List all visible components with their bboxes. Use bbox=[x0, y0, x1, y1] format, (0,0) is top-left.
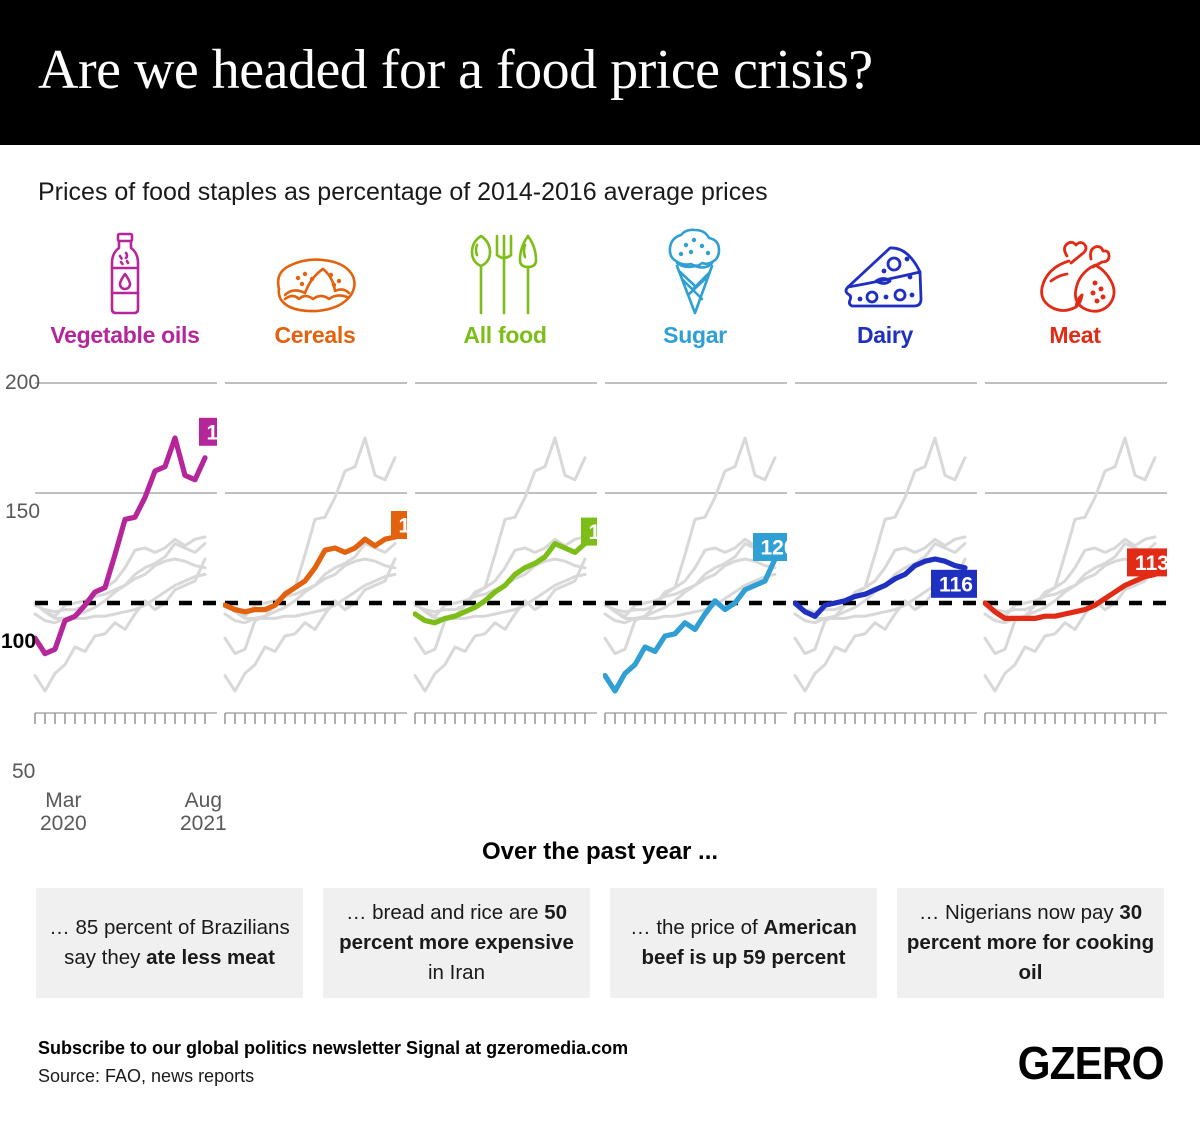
chart-panel-sugar: Sugar 120 bbox=[603, 222, 787, 822]
callout-text: … bread and rice are 50 percent more exp… bbox=[329, 898, 584, 987]
subtitle: Prices of food staples as percentage of … bbox=[38, 178, 768, 206]
plot-area: 116 bbox=[793, 365, 977, 760]
plot-area: 120 bbox=[603, 365, 787, 760]
cutlery-icon bbox=[413, 222, 597, 317]
value-badge-bg bbox=[1127, 548, 1167, 577]
gzero-logo: GZERO bbox=[1018, 1037, 1165, 1089]
panel-label-all-food: All food bbox=[463, 322, 547, 348]
callout-iran-bread: … bread and rice are 50 percent more exp… bbox=[323, 888, 590, 998]
callout-american-beef: … the price of American beef is up 59 pe… bbox=[610, 888, 877, 998]
value-badge-dairy: 116 bbox=[939, 573, 973, 596]
callout-text: … Nigerians now pay 30 percent more for … bbox=[903, 898, 1158, 987]
chart-panel-meat: Meat 113 bbox=[983, 222, 1167, 822]
past-year-heading: Over the past year ... bbox=[481, 838, 719, 865]
x-axis-label-end: Aug 2021 bbox=[180, 789, 227, 835]
value-badge-bg bbox=[391, 511, 407, 539]
chicken-icon bbox=[983, 222, 1167, 317]
chart-panels: Vegetable oils 166 Cereals 130 All food 127 bbox=[33, 222, 1167, 822]
y-axis-label-100: 100 bbox=[1, 630, 37, 653]
chart-panel-dairy: Dairy 116 bbox=[793, 222, 977, 822]
panel-label-cereals: Cereals bbox=[274, 322, 356, 348]
plot-area: 130 bbox=[223, 365, 407, 760]
value-badge-bg bbox=[931, 569, 977, 598]
footer-subscribe: Subscribe to our global politics newslet… bbox=[38, 1038, 629, 1058]
value-badge-cereals: 130 bbox=[398, 515, 407, 538]
value-badge-meat: 113 bbox=[1135, 552, 1167, 575]
x-axis-label-start: Mar 2020 bbox=[40, 789, 87, 835]
x-axis-start-month: Mar bbox=[45, 789, 82, 812]
callout-text-emphasis: 30 percent more for cooking oil bbox=[906, 901, 1155, 984]
cheese-icon bbox=[793, 222, 977, 317]
chart-panel-cereals: Cereals 130 bbox=[223, 222, 407, 822]
bottle-icon bbox=[33, 222, 217, 317]
callout-text-plain: … Nigerians now pay bbox=[918, 901, 1120, 925]
x-axis-end-month: Aug bbox=[184, 789, 223, 812]
y-axis-label-150: 150 bbox=[5, 500, 41, 523]
callout-list: … 85 percent of Brazilians say they ate … bbox=[36, 888, 1164, 998]
callout-text-plain: … bread and rice are bbox=[345, 901, 545, 925]
x-axis-end-year: 2021 bbox=[180, 811, 227, 835]
callout-text-emphasis: American beef is up 59 percent bbox=[641, 916, 857, 969]
panel-label-vegetable-oils: Vegetable oils bbox=[50, 322, 200, 348]
value-badge-all-food: 127 bbox=[588, 521, 597, 544]
x-axis-start-year: 2020 bbox=[40, 811, 87, 835]
callout-text-emphasis: ate less meat bbox=[146, 946, 275, 969]
page-title: Are we headed for a food price crisis? bbox=[38, 39, 873, 101]
panel-label-sugar: Sugar bbox=[663, 322, 727, 348]
value-badge-vegetable-oils: 166 bbox=[206, 421, 217, 444]
panel-label-meat: Meat bbox=[1049, 322, 1101, 348]
header-bar bbox=[0, 0, 1200, 145]
chart-panel-all-food: All food 127 bbox=[413, 222, 597, 822]
callout-text-suffix: in Iran bbox=[428, 960, 485, 984]
callout-text: … 85 percent of Brazilians say they ate … bbox=[42, 913, 297, 972]
ice-cream-icon bbox=[603, 222, 787, 317]
value-badge-bg bbox=[753, 533, 787, 561]
plot-area: 127 bbox=[413, 365, 597, 760]
callout-text: … the price of American beef is up 59 pe… bbox=[616, 913, 871, 972]
callout-text-emphasis: 50 percent more expensive bbox=[339, 901, 574, 955]
footer-source: Source: FAO, news reports bbox=[38, 1066, 255, 1086]
panel-label-dairy: Dairy bbox=[856, 322, 914, 348]
callout-text-plain: … the price of bbox=[630, 916, 764, 940]
value-badge-bg bbox=[199, 417, 217, 446]
plot-area: 113 bbox=[983, 365, 1167, 760]
y-axis-label-50: 50 bbox=[12, 760, 36, 783]
chart-panel-vegetable-oils: Vegetable oils 166 bbox=[33, 222, 217, 822]
y-axis-label-200: 200 bbox=[5, 371, 41, 394]
value-badge-bg bbox=[581, 517, 597, 546]
callout-text-plain: … 85 percent of Brazilians say they bbox=[49, 916, 290, 969]
callout-nigeria-oil: … Nigerians now pay 30 percent more for … bbox=[897, 888, 1164, 998]
callout-brazil-meat: … 85 percent of Brazilians say they ate … bbox=[36, 888, 303, 998]
bread-icon bbox=[223, 222, 407, 317]
value-badge-sugar: 120 bbox=[760, 537, 787, 560]
plot-area: 166 bbox=[33, 365, 217, 760]
